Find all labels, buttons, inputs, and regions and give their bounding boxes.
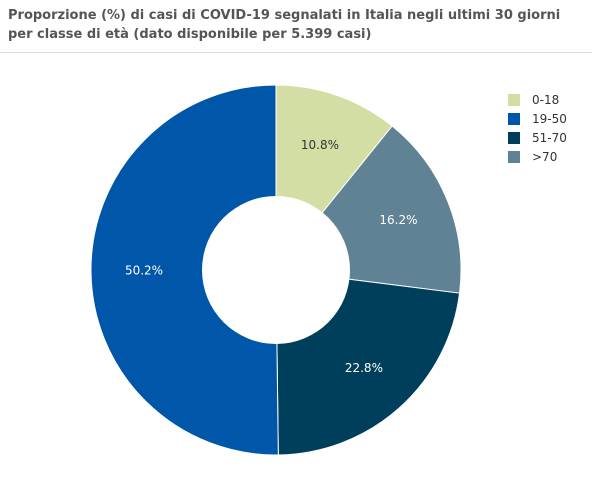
legend-label[interactable]: >70 [532, 150, 557, 164]
legend-swatch [508, 113, 520, 125]
legend-label[interactable]: 19-50 [532, 112, 567, 126]
legend-swatch [508, 151, 520, 163]
legend-swatch [508, 132, 520, 144]
slice-1950[interactable] [90, 84, 279, 456]
legend: 0-18 19-50 51-70 >70 [508, 93, 567, 164]
slice-label-018: 10.8% [301, 138, 339, 152]
title-divider [0, 52, 592, 53]
chart-title: Proporzione (%) di casi di COVID-19 segn… [8, 8, 561, 42]
donut-hole [202, 196, 350, 344]
legend-label[interactable]: 0-18 [532, 93, 559, 107]
slice-label-5170: 22.8% [345, 361, 383, 375]
slice-label-1950: 50.2% [125, 263, 163, 277]
legend-swatch [508, 94, 520, 106]
slices-group [90, 84, 462, 456]
slice-labels-group: 10.8% 16.2% 22.8% 50.2% [125, 138, 418, 375]
slice-label-70: 16.2% [379, 213, 417, 227]
legend-label[interactable]: 51-70 [532, 131, 567, 145]
